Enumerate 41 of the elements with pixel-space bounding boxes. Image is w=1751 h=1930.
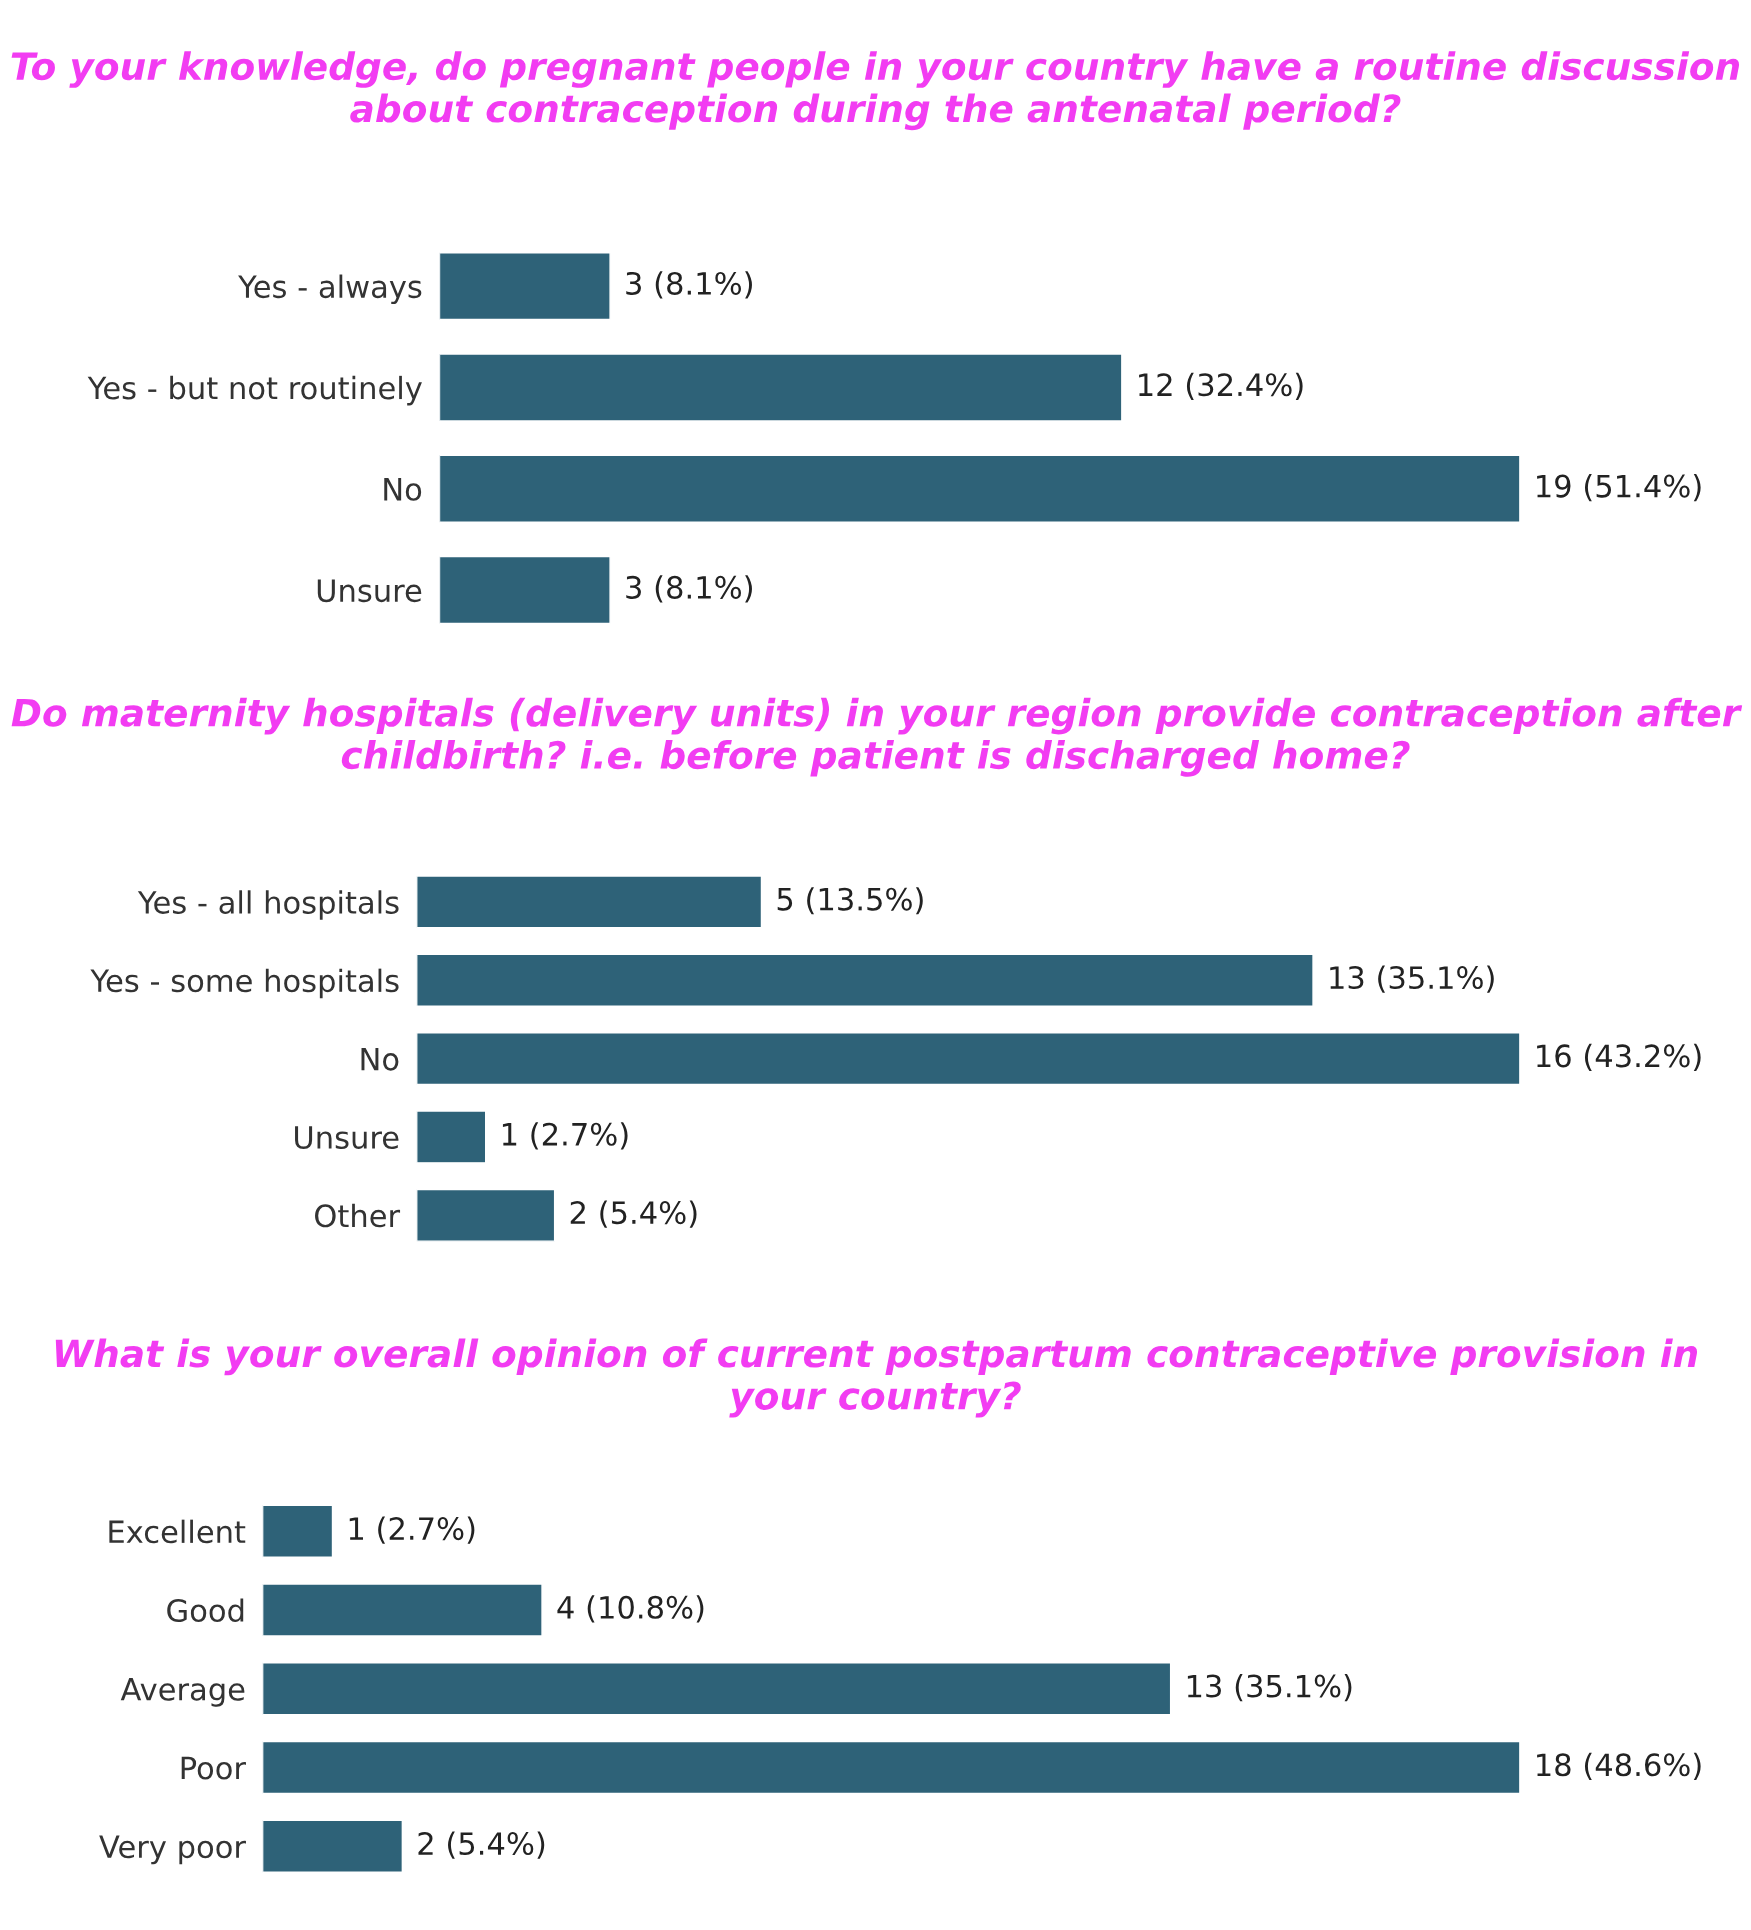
bar — [262, 1504, 334, 1558]
y-tick-label: Average — [120, 1678, 245, 1707]
data-label: 3 (8.1%) — [626, 271, 752, 299]
bar — [416, 1032, 1521, 1086]
data-label: 1 (2.7%) — [502, 1122, 628, 1150]
y-tick-label: Unsure — [317, 579, 422, 603]
data-label: 13 (35.1%) — [1187, 1674, 1352, 1702]
bar — [416, 875, 763, 929]
y-tick-label: Yes - all hospitals — [137, 890, 399, 920]
data-label: 2 (5.4%) — [418, 1831, 545, 1859]
data-label: 2 (5.4%) — [570, 1200, 697, 1228]
y-tick-label: No — [361, 1047, 399, 1071]
y-tick-label: Unsure — [295, 1126, 399, 1150]
y-tick-label: Excellent — [109, 1519, 246, 1544]
bar — [262, 1819, 404, 1873]
y-tick-label: Yes - some hospitals — [90, 968, 399, 999]
y-tick-label: Good — [167, 1598, 244, 1623]
bar — [262, 1662, 1172, 1716]
data-label: 1 (2.7%) — [349, 1516, 475, 1544]
data-label: 13 (35.1%) — [1330, 965, 1494, 993]
bar — [416, 1188, 556, 1242]
bar — [416, 953, 1314, 1007]
y-tick-label: Very poor — [99, 1835, 246, 1865]
data-label: 12 (32.4%) — [1139, 372, 1303, 400]
bar — [262, 1740, 1521, 1795]
chart-title: To your knowledge, do pregnant people in your country have a routine discussion about contraception during the antenatal period? — [11, 51, 1740, 131]
y-tick-label: No — [384, 478, 422, 501]
data-label: 16 (43.2%) — [1537, 1043, 1701, 1072]
y-tick-label: Other — [315, 1203, 401, 1228]
data-label: 18 (48.6%) — [1537, 1752, 1701, 1780]
data-label: 4 (10.8%) — [557, 1595, 704, 1623]
y-tick-label: Yes - always — [238, 274, 422, 305]
chart-title: Do maternity hospitals (delivery units) in your region provide contraception after childbirth? i.e. before patient is discharged home? — [11, 697, 1743, 777]
y-tick-label: Yes - but not routinely — [87, 375, 422, 406]
chart-title: What is your overall opinion of current postpartum contraceptive provision in your country? — [55, 1338, 1698, 1418]
data-label: 5 (13.5%) — [777, 887, 923, 915]
data-label: 3 (8.1%) — [626, 575, 752, 603]
bar — [416, 1110, 487, 1164]
data-label: 19 (51.4%) — [1537, 474, 1701, 502]
bar — [262, 1583, 543, 1637]
y-tick-label: Poor — [181, 1756, 246, 1780]
